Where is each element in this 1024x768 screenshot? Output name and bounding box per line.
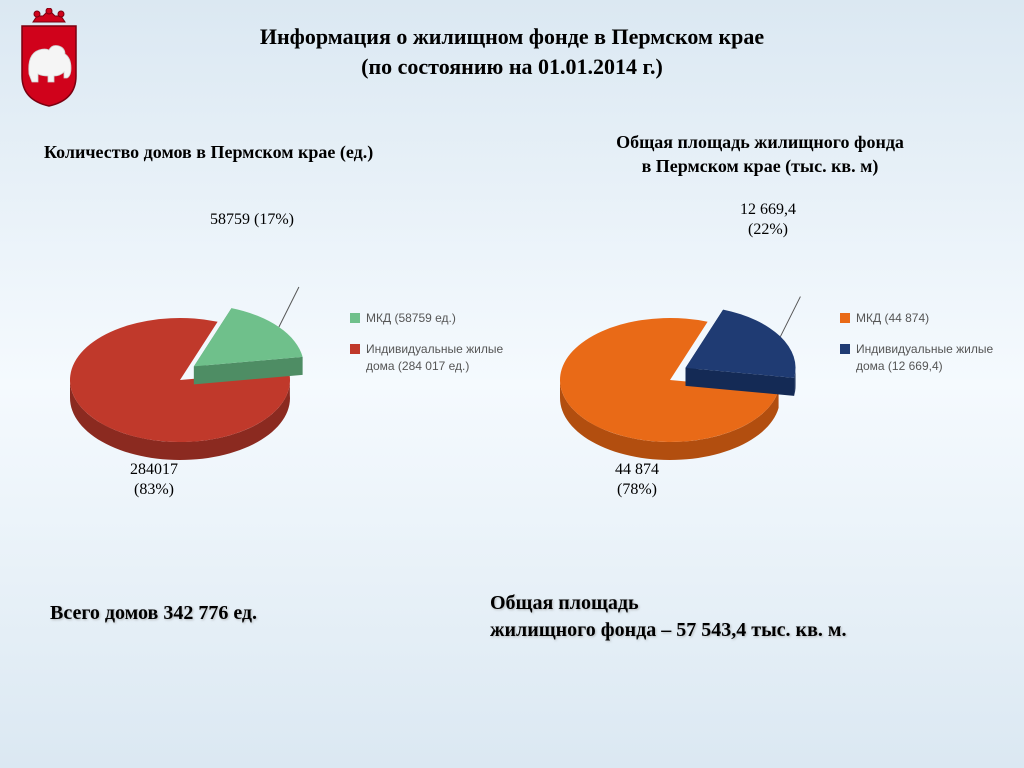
- title-line-2: (по состоянию на 01.01.2014 г.): [0, 52, 1024, 82]
- left-summary: Всего домов 342 776 ед.: [50, 600, 257, 627]
- legend-label: Индивидуальные жилые дома (12 669,4): [856, 341, 1000, 375]
- title-line-1: Информация о жилищном фонде в Пермском к…: [0, 22, 1024, 52]
- right-legend: МКД (44 874) Индивидуальные жилые дома (…: [840, 310, 1000, 388]
- legend-swatch: [350, 313, 360, 323]
- left-pie-chart: 58759 (17%) 284017 (83%) МКД (58759 ед.)…: [30, 210, 510, 540]
- right-big-slice-label: 44 874 (78%): [615, 460, 659, 500]
- legend-swatch: [840, 313, 850, 323]
- right-summary: Общая площадь жилищного фонда – 57 543,4…: [490, 590, 847, 644]
- right-small-slice-label: 12 669,4 (22%): [740, 200, 796, 240]
- left-small-slice-label: 58759 (17%): [210, 210, 294, 230]
- legend-label: Индивидуальные жилые дома (284 017 ед.): [366, 341, 510, 375]
- legend-swatch: [840, 344, 850, 354]
- legend-label: МКД (44 874): [856, 310, 929, 327]
- page-title: Информация о жилищном фонде в Пермском к…: [0, 22, 1024, 81]
- legend-swatch: [350, 344, 360, 354]
- legend-item: МКД (44 874): [840, 310, 1000, 327]
- right-chart-heading: Общая площадь жилищного фонда в Пермском…: [540, 130, 980, 179]
- right-pie-chart: 12 669,4 (22%) 44 874 (78%) МКД (44 874)…: [520, 210, 1000, 540]
- left-chart-heading: Количество домов в Пермском крае (ед.): [44, 140, 484, 164]
- legend-item: Индивидуальные жилые дома (12 669,4): [840, 341, 1000, 375]
- legend-item: Индивидуальные жилые дома (284 017 ед.): [350, 341, 510, 375]
- legend-item: МКД (58759 ед.): [350, 310, 510, 327]
- left-big-slice-label: 284017 (83%): [130, 460, 178, 500]
- left-legend: МКД (58759 ед.) Индивидуальные жилые дом…: [350, 310, 510, 388]
- legend-label: МКД (58759 ед.): [366, 310, 456, 327]
